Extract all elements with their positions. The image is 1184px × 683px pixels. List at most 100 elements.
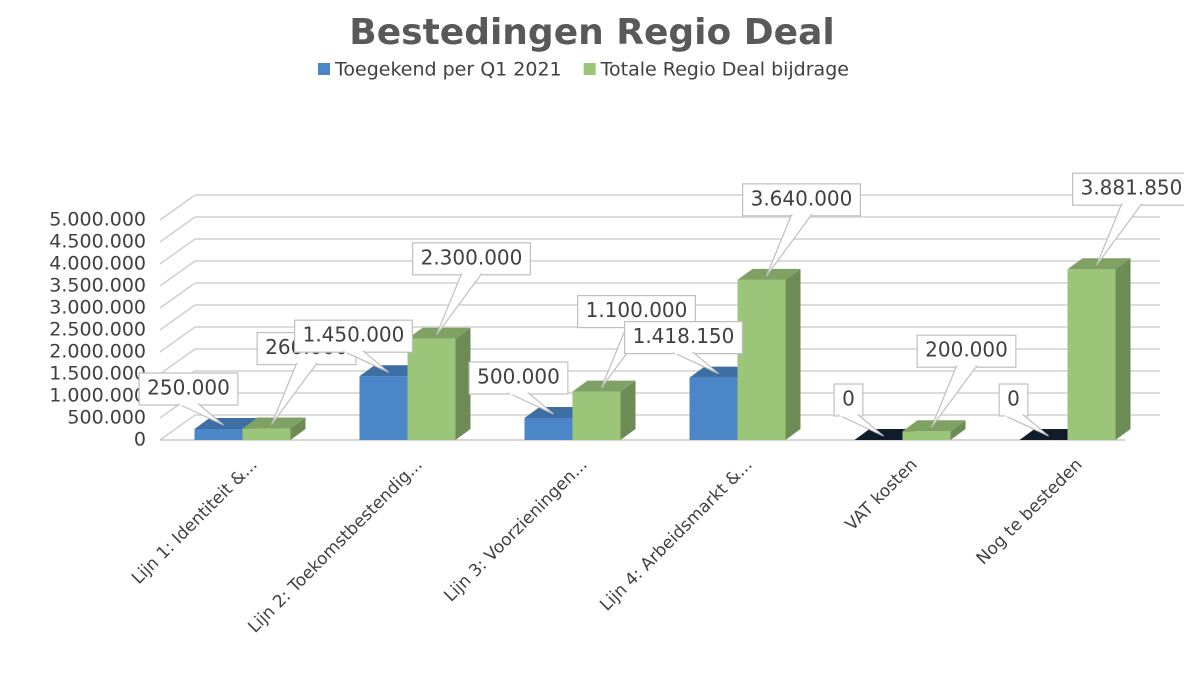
bar [902, 431, 951, 440]
legend-label: Toegekend per Q1 2021 [334, 59, 562, 81]
data-label-cover [957, 364, 976, 368]
y-tick-label: 4.500.000 [49, 231, 146, 253]
legend-label: Totale Regio Deal bijdrage [600, 59, 849, 81]
data-label-box [294, 319, 413, 353]
data-label-cover [509, 391, 528, 395]
bar [524, 418, 573, 440]
data-label: 0 [1007, 387, 1020, 411]
bar-side [785, 268, 801, 440]
data-label-group: 3.640.000 [742, 183, 861, 277]
data-label-pointer [508, 392, 554, 415]
bar-side [1115, 258, 1131, 440]
bar-side [950, 420, 966, 440]
data-label-cover [179, 402, 198, 406]
data-label: 2.300.000 [421, 245, 523, 269]
bar-top [524, 407, 588, 418]
data-label-cover [1004, 413, 1023, 417]
data-label-group: 0 [998, 383, 1049, 437]
y-tick-label: 1.000.000 [49, 385, 146, 407]
data-label: 200.000 [925, 338, 1008, 362]
x-tick-label: Lijn 2: Toekomstbestendig... [244, 455, 426, 637]
data-label-box [916, 334, 1017, 368]
data-label: 3.640.000 [751, 186, 853, 210]
data-label-box [412, 242, 531, 276]
data-label-cover [462, 272, 481, 276]
data-label-pointer [930, 365, 978, 428]
y-tick-label: 3.000.000 [49, 297, 146, 319]
bar [359, 376, 408, 440]
x-tick-label: Lijn 3: Voorzieningen... [440, 455, 591, 606]
data-label-cover [839, 413, 858, 417]
y-tick-label: 2.500.000 [49, 319, 146, 341]
data-label-box [624, 321, 743, 355]
bar-top [572, 380, 636, 392]
data-label: 1.418.150 [633, 324, 735, 348]
x-tick-label: VAT kosten [842, 455, 922, 535]
data-label-group: 250.000 [138, 372, 239, 426]
data-label: 3.881.850 [1081, 176, 1183, 200]
data-label-group: 2.300.000 [412, 242, 531, 336]
data-label-cover [1122, 202, 1141, 206]
data-label-group: 0 [833, 383, 884, 437]
legend-swatch [583, 63, 596, 75]
data-label-box [998, 383, 1029, 417]
bar [737, 279, 786, 440]
bar-top [1067, 258, 1131, 270]
grid-line [159, 238, 1160, 265]
bar-top [854, 429, 918, 440]
x-tick-label: Lijn 1: Identiteit &... [128, 455, 262, 589]
bar-top [242, 417, 306, 429]
data-label-pointer [1003, 414, 1049, 437]
bar-top [902, 420, 966, 432]
data-label: 1.100.000 [586, 298, 688, 322]
grid-line [159, 282, 1160, 309]
data-label-group: 500.000 [468, 361, 569, 415]
x-tick-label: Nog te besteden [973, 455, 1087, 569]
chart-title: Bestedingen Regio Deal [349, 12, 834, 53]
data-label: 0 [842, 387, 855, 411]
bar-side [620, 380, 636, 440]
bar-top [359, 365, 423, 377]
bar [242, 428, 291, 440]
data-label-box [742, 183, 861, 217]
y-tick-label: 1.500.000 [49, 363, 146, 385]
bar [194, 429, 243, 440]
y-tick-label: 3.500.000 [49, 275, 146, 297]
data-label-box [833, 383, 864, 417]
bar-side [455, 327, 471, 440]
data-label-cover [674, 351, 693, 355]
data-label-cover [792, 213, 811, 217]
bar [1067, 269, 1116, 440]
data-label-pointer [765, 214, 813, 277]
data-label-group: 200.000 [916, 334, 1017, 428]
grid-line [159, 216, 1160, 243]
grid-line [159, 348, 1160, 375]
data-label-cover [344, 349, 363, 353]
bar [407, 338, 456, 440]
grid-line [159, 260, 1160, 287]
data-label-group: 3.881.850 [1072, 172, 1184, 266]
grid-line [159, 326, 1160, 353]
data-label-pointer [838, 414, 884, 437]
bar-top [194, 418, 258, 429]
data-label: 1.450.000 [303, 323, 405, 347]
y-tick-label: 0 [134, 429, 146, 451]
y-tick-label: 500.000 [67, 407, 146, 429]
bar-top [1019, 429, 1083, 440]
y-tick-label: 5.000.000 [49, 209, 146, 231]
bar [689, 377, 738, 440]
bar-side [290, 417, 306, 440]
bar-top [737, 268, 801, 280]
bar-top [407, 327, 471, 339]
grid-line [159, 304, 1160, 331]
y-tick-label: 4.000.000 [49, 253, 146, 275]
data-label: 250.000 [147, 376, 230, 400]
data-label-group: 1.450.000 [294, 319, 413, 373]
x-tick-label: Lijn 4: Arbeidsmarkt &... [596, 455, 756, 615]
data-label-group: 1.418.150 [624, 321, 743, 375]
data-label-cover [297, 362, 316, 366]
legend-swatch [318, 63, 330, 75]
data-label-pointer [1095, 203, 1143, 266]
bar-top [689, 366, 753, 378]
